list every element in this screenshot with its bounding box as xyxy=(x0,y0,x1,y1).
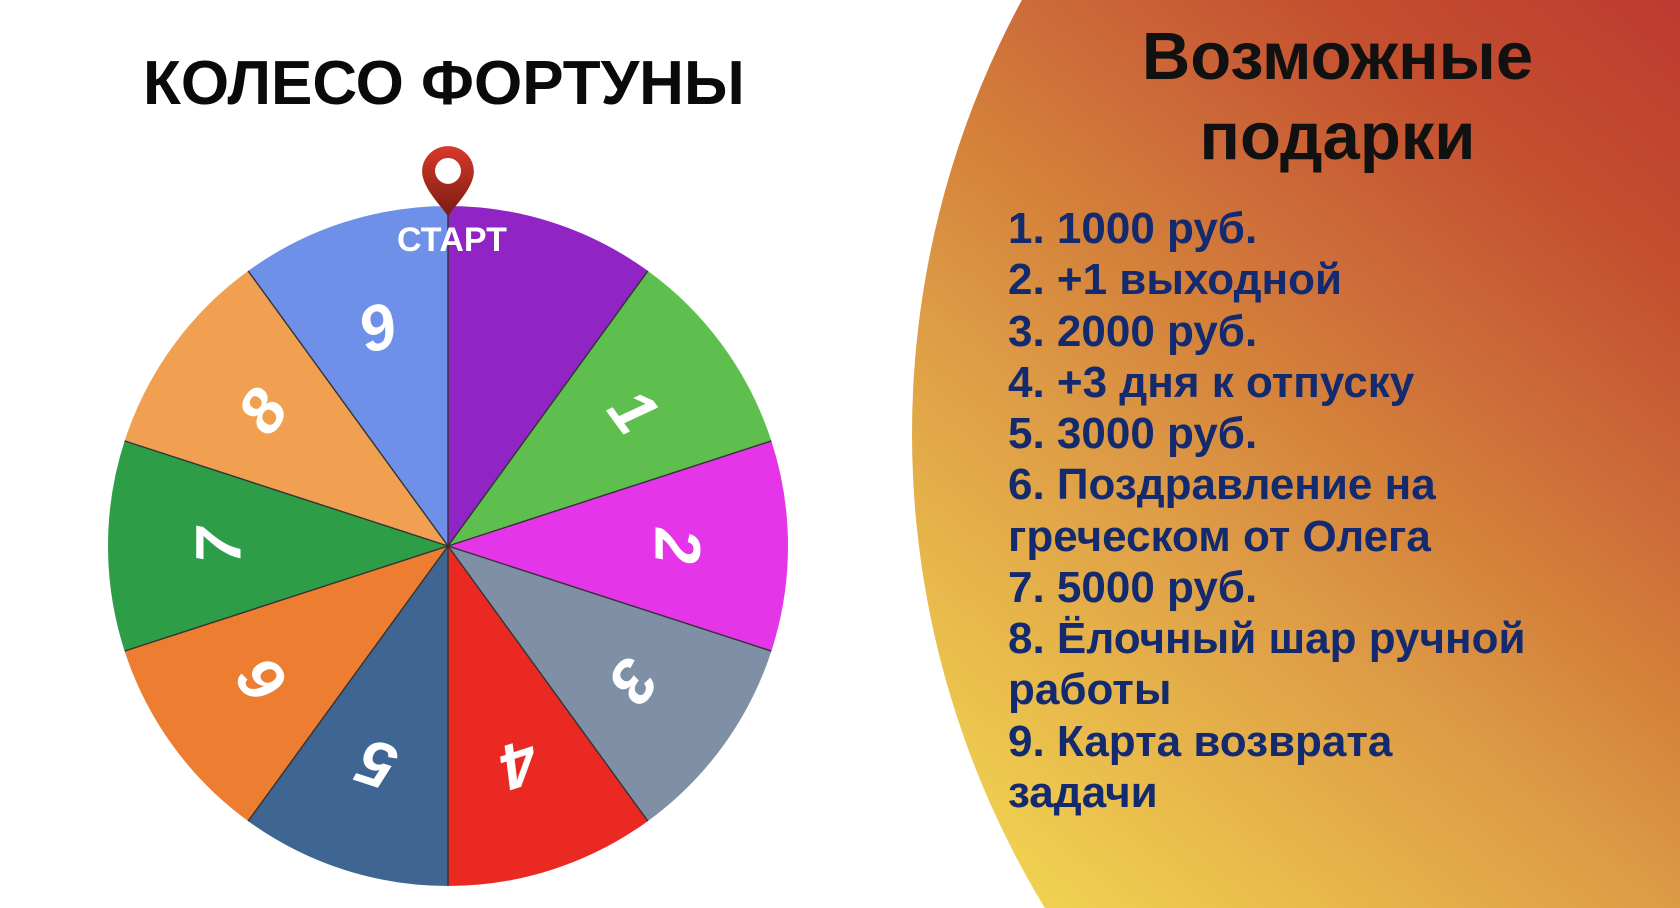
svg-text:2: 2 xyxy=(641,527,713,564)
svg-text:7: 7 xyxy=(183,525,255,564)
svg-text:СТАРТ: СТАРТ xyxy=(397,221,507,259)
